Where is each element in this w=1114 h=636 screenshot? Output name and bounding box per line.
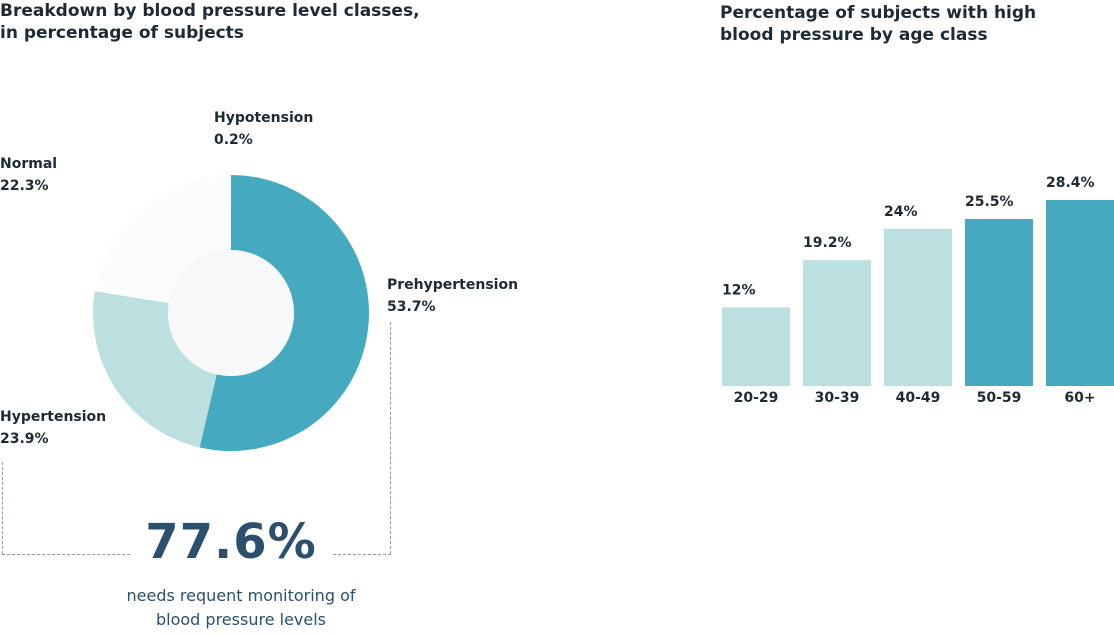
bar-value-label-30-39: 19.2% <box>803 235 852 251</box>
bar-value-label-40-49: 24% <box>884 204 918 220</box>
bar-20-29 <box>722 307 790 386</box>
bracket-left-line <box>2 462 3 554</box>
highlight-note: needs requent monitoring of blood pressu… <box>0 584 482 632</box>
label-normal: Normal 22.3% <box>0 153 57 197</box>
bar-60+ <box>1046 199 1114 386</box>
bar-30-39 <box>803 260 871 386</box>
bar-category-label-50-59: 50-59 <box>977 390 1022 406</box>
bar-category-label-40-49: 40-49 <box>896 390 941 406</box>
donut-slice-normal <box>94 175 231 304</box>
highlight-value: 77.6% <box>131 514 331 570</box>
bar-chart-title: Percentage of subjects with high blood p… <box>720 2 1036 46</box>
highlight-note-line2: blood pressure levels <box>156 610 326 629</box>
donut-title-line1: Breakdown by blood pressure level classe… <box>0 1 420 21</box>
label-normal-name: Normal <box>0 156 58 172</box>
donut-slice-hypotension <box>229 175 231 251</box>
label-hypertension-value: 23.9% <box>0 431 49 447</box>
label-hypertension: Hypertension 23.9% <box>0 406 106 450</box>
bar-value-label-60+: 28.4% <box>1046 175 1095 191</box>
label-prehypertension: Prehypertension 53.7% <box>387 274 518 318</box>
bar-category-label-20-29: 20-29 <box>734 390 779 406</box>
donut-title-line2: in percentage of subjects <box>0 23 244 43</box>
bar-50-59 <box>965 218 1033 386</box>
bar-chart: 12% 20-29 19.2% 30-39 24% 40-49 25.5% 50-59 28.4… <box>722 175 1114 406</box>
label-hypotension-value: 0.2% <box>214 132 253 148</box>
donut-slice-prehypertension <box>199 175 370 452</box>
label-hypotension-name: Hypotension <box>214 110 314 126</box>
bar-title-line1: Percentage of subjects with high <box>720 3 1037 23</box>
donut-chart-title: Breakdown by blood pressure level classe… <box>0 0 420 44</box>
bar-title-line2: blood pressure by age class <box>720 25 988 45</box>
label-normal-value: 22.3% <box>0 178 49 194</box>
bar-category-label-60+: 60+ <box>1064 390 1095 406</box>
label-prehypertension-value: 53.7% <box>387 299 436 315</box>
donut-slice-hypertension <box>93 291 217 448</box>
bar-40-49 <box>884 228 952 386</box>
highlight-note-line1: needs requent monitoring of <box>126 586 356 605</box>
bar-value-label-50-59: 25.5% <box>965 194 1014 210</box>
bar-category-label-30-39: 30-39 <box>815 390 860 406</box>
donut-chart <box>93 175 370 452</box>
label-hypertension-name: Hypertension <box>0 409 107 425</box>
highlight-wrap: 77.6% <box>0 514 462 570</box>
bar-value-label-20-29: 12% <box>722 282 756 298</box>
bracket-right-line <box>390 322 391 554</box>
donut-hole <box>168 250 294 376</box>
label-hypotension: Hypotension 0.2% <box>214 107 313 151</box>
label-prehypertension-name: Prehypertension <box>387 277 519 293</box>
